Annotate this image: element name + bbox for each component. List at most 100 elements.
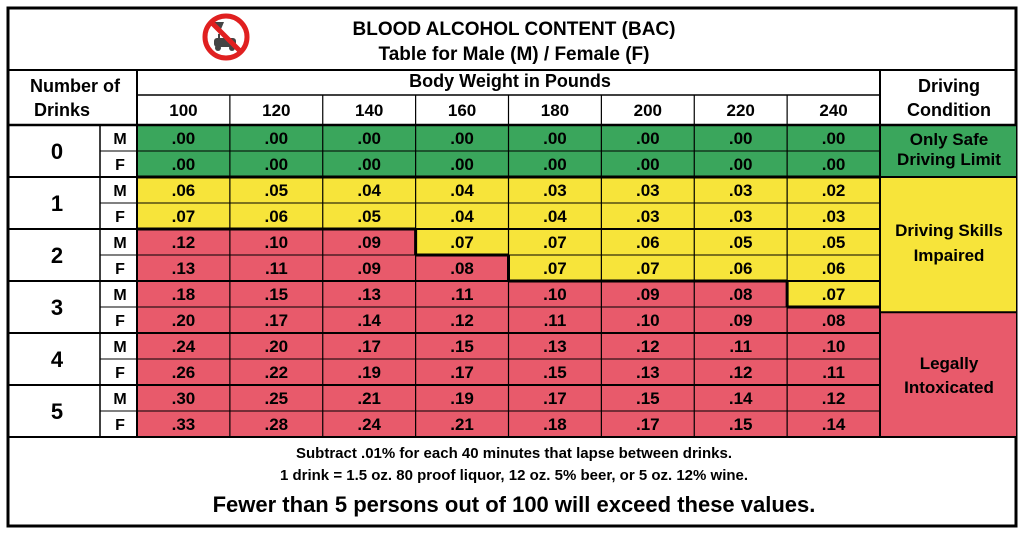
sex-label-female: F (115, 157, 125, 174)
bac-cell (137, 203, 230, 229)
row-labels: 0 MF1 MF2 MF3 MF4 MF5 MF (51, 131, 127, 434)
bac-value: .11 (544, 311, 567, 330)
bac-cell (694, 229, 788, 255)
bac-value: .12 (729, 363, 753, 382)
bac-cell (787, 255, 880, 281)
bac-cell (415, 125, 509, 151)
bac-cell (415, 281, 509, 307)
bac-value: .06 (729, 259, 753, 278)
bac-value: .03 (729, 181, 753, 200)
drink-count: 1 (51, 191, 63, 216)
bac-cell (229, 177, 323, 203)
bac-value: .00 (172, 155, 196, 174)
bac-value: .02 (822, 181, 846, 200)
bac-value: .12 (822, 389, 846, 408)
bac-value: .33 (172, 415, 196, 434)
bac-cell (508, 411, 602, 437)
condition-label: Intoxicated (904, 378, 994, 397)
bac-cell (229, 255, 323, 281)
weight-label: 140 (355, 101, 383, 120)
bac-value: .10 (543, 285, 567, 304)
bac-cell (508, 333, 602, 359)
bac-cell (322, 411, 416, 437)
bac-value: .14 (357, 311, 381, 330)
bac-cell (322, 281, 416, 307)
bac-value: .05 (822, 233, 846, 252)
bac-value: .00 (636, 129, 660, 148)
bac-cell (322, 385, 416, 411)
bac-value: .13 (357, 285, 381, 304)
bac-cell (694, 151, 788, 177)
bac-cell (694, 359, 788, 385)
condition-label: Driving Skills (895, 221, 1003, 240)
sex-label-female: F (115, 209, 125, 226)
bac-value: .18 (543, 415, 567, 434)
drink-count: 0 (51, 139, 63, 164)
bac-cell (229, 125, 323, 151)
footer-note-1: Subtract .01% for each 40 minutes that l… (296, 445, 732, 462)
bac-cell (601, 125, 695, 151)
bac-value: .08 (822, 311, 846, 330)
bac-value: .28 (264, 415, 288, 434)
bac-value: .05 (729, 233, 753, 252)
condition-header-line1: Driving (918, 76, 980, 96)
bac-cell (508, 385, 602, 411)
weight-label: 120 (262, 101, 290, 120)
bac-cell (601, 177, 695, 203)
bac-value: .14 (822, 415, 846, 434)
bac-value: .13 (543, 337, 567, 356)
weight-labels: 100 120 140 160 180 200 220 240 (169, 101, 848, 120)
bac-value: .05 (264, 181, 288, 200)
bac-cell (415, 255, 509, 281)
bac-cell (508, 151, 602, 177)
bac-value: .00 (357, 129, 381, 148)
bac-value: .06 (636, 233, 660, 252)
bac-cell (322, 359, 416, 385)
bac-cell (229, 281, 323, 307)
bac-value: .17 (450, 363, 474, 382)
sex-label-male: M (113, 183, 126, 200)
bac-cell (787, 359, 880, 385)
bac-value: .13 (172, 259, 196, 278)
bac-cell (787, 333, 880, 359)
bac-value: .15 (450, 337, 474, 356)
weight-header: Body Weight in Pounds (409, 71, 611, 91)
bac-cell (229, 151, 323, 177)
bac-value: .06 (264, 207, 288, 226)
bac-value: .04 (543, 207, 567, 226)
sex-label-male: M (113, 287, 126, 304)
weight-label: 240 (819, 101, 847, 120)
bac-value: .12 (172, 233, 196, 252)
drink-count: 2 (51, 243, 63, 268)
bac-value: .04 (450, 181, 474, 200)
bac-cell (229, 229, 323, 255)
bac-cell (415, 411, 509, 437)
bac-value: .07 (450, 233, 474, 252)
bac-value: .10 (822, 337, 846, 356)
bac-cell (787, 177, 880, 203)
bac-cell (601, 203, 695, 229)
weight-label: 160 (448, 101, 476, 120)
bac-value: .03 (543, 181, 567, 200)
bac-cell (229, 307, 323, 333)
bac-value: .03 (822, 207, 846, 226)
bac-cell (601, 411, 695, 437)
bac-cell (508, 307, 602, 333)
footer-note-2: 1 drink = 1.5 oz. 80 proof liquor, 12 oz… (280, 467, 748, 484)
bac-value: .00 (636, 155, 660, 174)
bac-cell (415, 203, 509, 229)
bac-value: .24 (357, 415, 381, 434)
bac-value: .17 (543, 389, 567, 408)
bac-cell (787, 411, 880, 437)
page-title: BLOOD ALCOHOL CONTENT (BAC) (353, 19, 676, 40)
bac-value: .17 (264, 311, 288, 330)
bac-cell (694, 255, 788, 281)
condition-label: Driving Limit (897, 150, 1001, 169)
bac-cell (787, 203, 880, 229)
condition-header-line2: Condition (907, 100, 991, 120)
bac-cell (415, 333, 509, 359)
bac-value: .18 (172, 285, 196, 304)
bac-value: .06 (822, 259, 846, 278)
bac-cells: .00 .00 .00 .00 .00 .00 .00 .00 .00 .00 .00 .00 .00.… (137, 125, 880, 437)
